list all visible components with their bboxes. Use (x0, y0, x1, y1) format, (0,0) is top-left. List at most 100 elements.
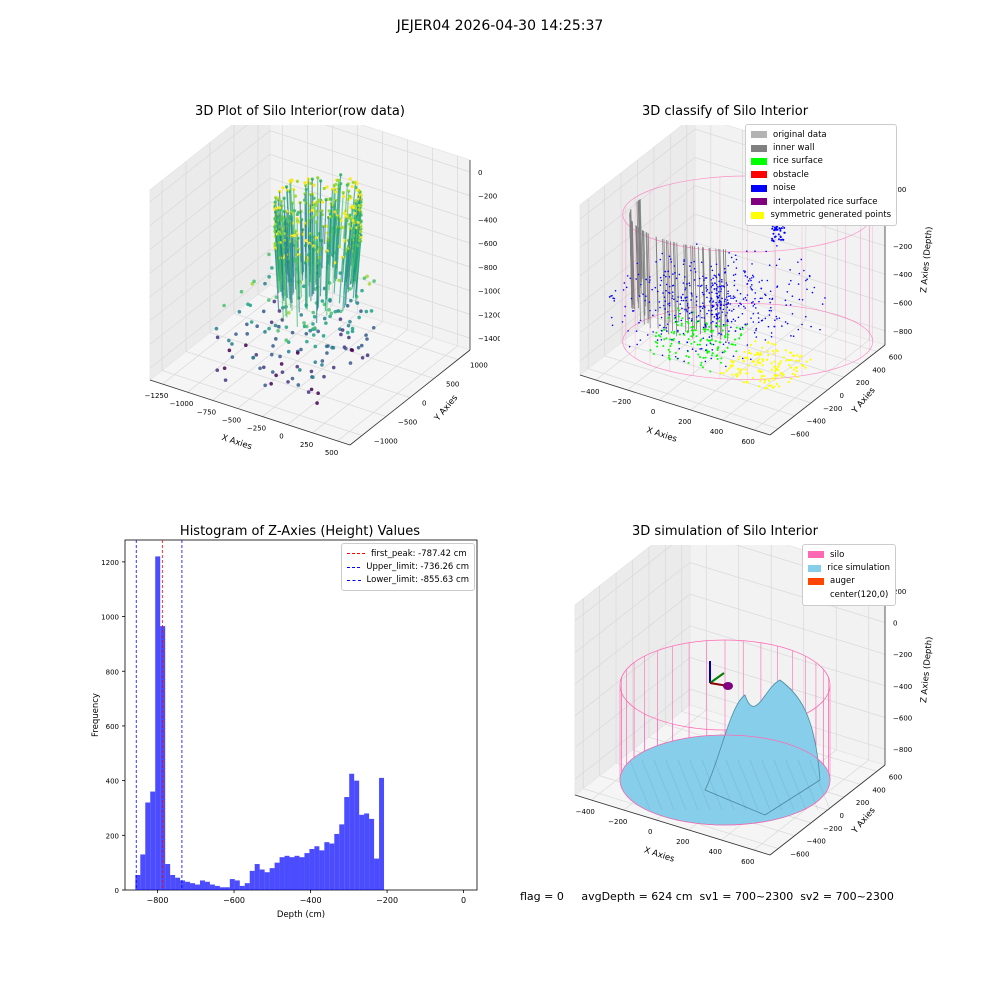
p1-point (258, 366, 262, 371)
p2-noise-point (730, 326, 732, 329)
p2-rice-point (716, 358, 719, 361)
p2-noise-point (638, 295, 641, 297)
p1-point (227, 338, 231, 343)
p2-rice-point (649, 349, 652, 352)
p2-noise-point (652, 331, 654, 333)
p1-point (285, 210, 289, 214)
p1-point (286, 311, 291, 315)
legend-label: rice simulation (827, 563, 890, 574)
p2-rice-point (716, 354, 719, 357)
p2-symmetric-point (734, 373, 738, 376)
p2-noise-point (668, 285, 671, 288)
p2-noise-point (645, 278, 648, 281)
p1-point (302, 321, 306, 325)
p1-y-tick: −500 (398, 419, 417, 427)
p2-noise-point (709, 342, 712, 344)
p1-point (222, 366, 227, 370)
p2-noise-point (686, 304, 689, 307)
histogram-bar (209, 884, 215, 890)
p2-symmetric-point (790, 358, 793, 362)
p2-noise-point (718, 280, 720, 283)
p2-symmetric-point (761, 358, 764, 361)
p1-point (277, 309, 282, 313)
p2-noise-point (682, 282, 685, 284)
p2-noise-point (761, 319, 764, 322)
p4-x-tick: −200 (608, 818, 627, 826)
p2-noise-point (704, 324, 707, 327)
p1-point (321, 200, 325, 204)
p2-rice-point (721, 329, 724, 332)
p4-y-axis (769, 764, 886, 856)
p2-symmetric-point (730, 365, 733, 368)
p2-noise-point (708, 309, 710, 312)
p2-noise-point (710, 278, 712, 281)
p2-noise-point (649, 279, 651, 281)
p2-rice-point (669, 344, 672, 347)
p2-noise-point (712, 343, 715, 346)
p2-noise-point (631, 310, 634, 312)
p4-y-tick: −400 (807, 838, 826, 846)
p2-noise-point (721, 297, 723, 300)
p2-noise-point (614, 289, 617, 292)
p1-point (313, 360, 318, 364)
p2-noise-point (735, 258, 738, 261)
p1-point (350, 329, 355, 334)
p2-inner-wall (670, 241, 673, 332)
p1-spoke (280, 234, 285, 302)
p2-rice-point (707, 328, 710, 331)
p2-symmetric-point (763, 381, 766, 384)
p1-point (352, 221, 356, 225)
histogram-bar (135, 874, 141, 890)
p2-symmetric-point (767, 354, 770, 357)
p2-rice-point (663, 328, 666, 331)
p2-noise-point (749, 286, 752, 288)
p2-noise-point (764, 293, 766, 296)
p1-x-tick: 250 (300, 441, 313, 449)
p2-inner-wall (709, 248, 713, 341)
legend-entry: Upper_limit: -736.26 cm (347, 560, 469, 573)
p2-symmetric-point (743, 356, 747, 359)
p2-noise-point (797, 283, 800, 285)
panel3-histogram: −800 −600 −400 −200 0 0 200 400 600 800 1000 1200 De… (91, 539, 478, 920)
p2-symmetric-point (766, 350, 769, 353)
p2-noise-point (638, 321, 640, 324)
p2-noise-point (686, 303, 689, 305)
legend-entry: first_peak: -787.42 cm (347, 547, 469, 560)
p2-inner-wall (684, 244, 688, 320)
p2-noise-point (715, 283, 718, 286)
p2-gridline-x (753, 170, 870, 431)
p2-symmetric-point (761, 359, 765, 363)
p2-noise-point (771, 237, 774, 240)
p2-noise-point (684, 287, 687, 289)
p2-noise-point (783, 231, 786, 234)
p2-gridline-y (653, 147, 845, 378)
p1-point (329, 311, 334, 316)
p2-rice-point (668, 358, 671, 361)
p2-noise-point (682, 293, 684, 296)
p2-rice-point (717, 346, 720, 349)
p2-noise-point (702, 293, 705, 296)
p2-noise-point (691, 318, 693, 320)
p1-point (306, 390, 311, 394)
p2-x-tick: 400 (710, 428, 723, 436)
p2-noise-point (700, 305, 702, 308)
p1-gridline-y (209, 142, 411, 398)
p2-noise-point (680, 296, 683, 298)
p2-rice-point (677, 309, 680, 312)
p4-mesh-line (761, 759, 783, 811)
p2-inner-wall (636, 226, 639, 309)
p4-mesh-line (725, 759, 747, 811)
p2-noise-point (701, 284, 703, 287)
p1-gridline-x (287, 139, 408, 425)
p2-noise-point (741, 326, 744, 329)
p2-noise-point (698, 277, 701, 280)
p2-rice-point (662, 344, 665, 347)
p2-noise-point (782, 238, 785, 241)
p1-point (252, 279, 256, 284)
p1-point (325, 351, 329, 355)
p2-inner-wall (637, 200, 641, 282)
p2-inner-wall (690, 245, 694, 339)
p1-point (222, 303, 226, 308)
p2-symmetric-point (767, 379, 771, 383)
p2-rice-point (711, 352, 714, 355)
